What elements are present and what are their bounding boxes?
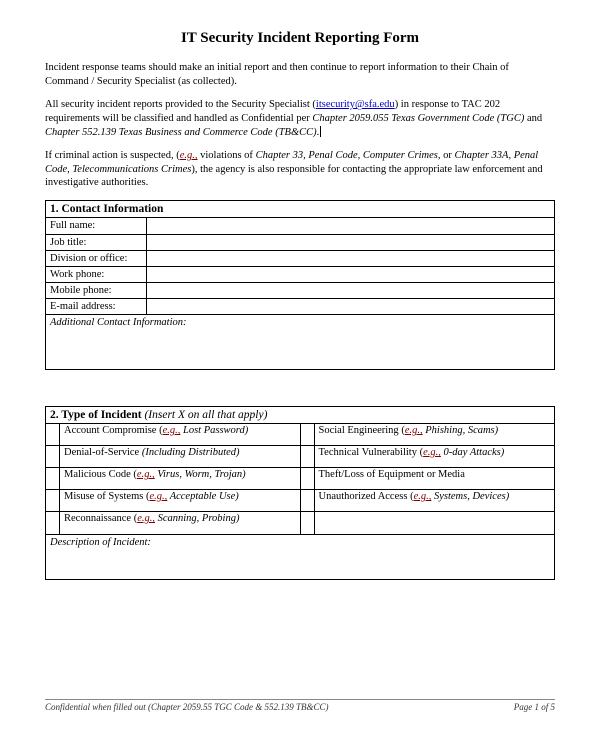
text-cursor <box>320 126 321 137</box>
contact-label: E-mail address: <box>46 298 146 314</box>
section2-header-text: 2. Type of Incident <box>50 409 142 421</box>
incident-checkbox[interactable] <box>46 446 60 467</box>
incident-label: Denial-of-Service (Including Distributed… <box>60 446 244 467</box>
incident-row: Reconnaissance (e.g., Scanning, Probing) <box>46 512 300 534</box>
page-title: IT Security Incident Reporting Form <box>45 30 555 47</box>
email-link[interactable]: itsecurity@sfa.edu <box>316 99 395 110</box>
intro-p1: Incident response teams should make an i… <box>45 61 555 88</box>
incident-row: Technical Vulnerability (e.g., 0-day Att… <box>301 446 555 468</box>
contact-label: Full name: <box>46 218 146 234</box>
intro-p3b: violations of <box>198 150 256 161</box>
incident-label: Technical Vulnerability (e.g., 0-day Att… <box>315 446 509 467</box>
intro-p3c: Chapter 33, Penal Code, Computer Crimes <box>256 150 438 161</box>
intro-p3a: If criminal action is suspected, ( <box>45 150 180 161</box>
intro-p3d: , or <box>438 150 455 161</box>
incident-checkbox[interactable] <box>301 424 315 445</box>
contact-label: Division or office: <box>46 250 146 266</box>
incident-checkbox[interactable] <box>301 446 315 467</box>
contact-value[interactable] <box>146 298 554 314</box>
incident-checkbox[interactable] <box>46 512 60 534</box>
intro-p2d: and <box>524 113 542 124</box>
incident-description[interactable]: Description of Incident: <box>46 534 554 579</box>
incident-row-empty <box>301 512 555 534</box>
contact-label: Work phone: <box>46 266 146 282</box>
incident-checkbox[interactable] <box>46 490 60 511</box>
contact-value[interactable] <box>146 234 554 250</box>
incident-label: Malicious Code (e.g., Virus, Worm, Troja… <box>60 468 250 489</box>
intro-p2: All security incident reports provided t… <box>45 98 555 139</box>
section2-header: 2. Type of Incident (Insert X on all tha… <box>46 407 554 424</box>
footer-left: Confidential when filled out (Chapter 20… <box>45 702 329 712</box>
incident-label: Misuse of Systems (e.g., Acceptable Use) <box>60 490 243 511</box>
incident-checkbox <box>301 512 315 534</box>
incident-label: Unauthorized Access (e.g., Systems, Devi… <box>315 490 514 511</box>
contact-label: Job title: <box>46 234 146 250</box>
intro-p2a: All security incident reports provided t… <box>45 99 316 110</box>
intro-p2e: Chapter 552.139 Texas Business and Comme… <box>45 127 317 138</box>
intro-p2f: . <box>317 127 320 138</box>
contact-value[interactable] <box>146 250 554 266</box>
section1-header: 1. Contact Information <box>46 201 554 218</box>
incident-label: Account Compromise (e.g., Lost Password) <box>60 424 252 445</box>
section-contact: 1. Contact Information Full name: Job ti… <box>45 200 555 370</box>
contact-value[interactable] <box>146 218 554 234</box>
incident-checkbox[interactable] <box>301 468 315 489</box>
incident-row: Theft/Loss of Equipment or Media <box>301 468 555 490</box>
footer-right: Page 1 of 5 <box>514 702 555 712</box>
incident-grid: Account Compromise (e.g., Lost Password)… <box>46 424 554 534</box>
section2-hint: (Insert X on all that apply) <box>142 409 268 421</box>
incident-row: Unauthorized Access (e.g., Systems, Devi… <box>301 490 555 512</box>
incident-label: Social Engineering (e.g., Phishing, Scam… <box>315 424 503 445</box>
incident-checkbox[interactable] <box>46 424 60 445</box>
incident-col-left: Account Compromise (e.g., Lost Password)… <box>46 424 301 534</box>
section-incident-type: 2. Type of Incident (Insert X on all tha… <box>45 406 555 580</box>
incident-row: Misuse of Systems (e.g., Acceptable Use) <box>46 490 300 512</box>
contact-value[interactable] <box>146 282 554 298</box>
contact-table: Full name: Job title: Division or office… <box>46 218 554 314</box>
incident-row: Denial-of-Service (Including Distributed… <box>46 446 300 468</box>
contact-label: Mobile phone: <box>46 282 146 298</box>
incident-row: Social Engineering (e.g., Phishing, Scam… <box>301 424 555 446</box>
incident-label: Theft/Loss of Equipment or Media <box>315 468 469 489</box>
incident-col-right: Social Engineering (e.g., Phishing, Scam… <box>301 424 555 534</box>
intro-p3eg: e.g., <box>180 150 198 161</box>
intro-block: Incident response teams should make an i… <box>45 61 555 190</box>
incident-row: Malicious Code (e.g., Virus, Worm, Troja… <box>46 468 300 490</box>
incident-checkbox[interactable] <box>301 490 315 511</box>
intro-p3: If criminal action is suspected, (e.g., … <box>45 149 555 190</box>
incident-checkbox[interactable] <box>46 468 60 489</box>
incident-label: Reconnaissance (e.g., Scanning, Probing) <box>60 512 243 534</box>
page-footer: Confidential when filled out (Chapter 20… <box>45 702 555 712</box>
intro-p2c: Chapter 2059.055 Texas Government Code (… <box>312 113 524 124</box>
incident-row: Account Compromise (e.g., Lost Password) <box>46 424 300 446</box>
additional-contact[interactable]: Additional Contact Information: <box>46 314 554 369</box>
contact-value[interactable] <box>146 266 554 282</box>
